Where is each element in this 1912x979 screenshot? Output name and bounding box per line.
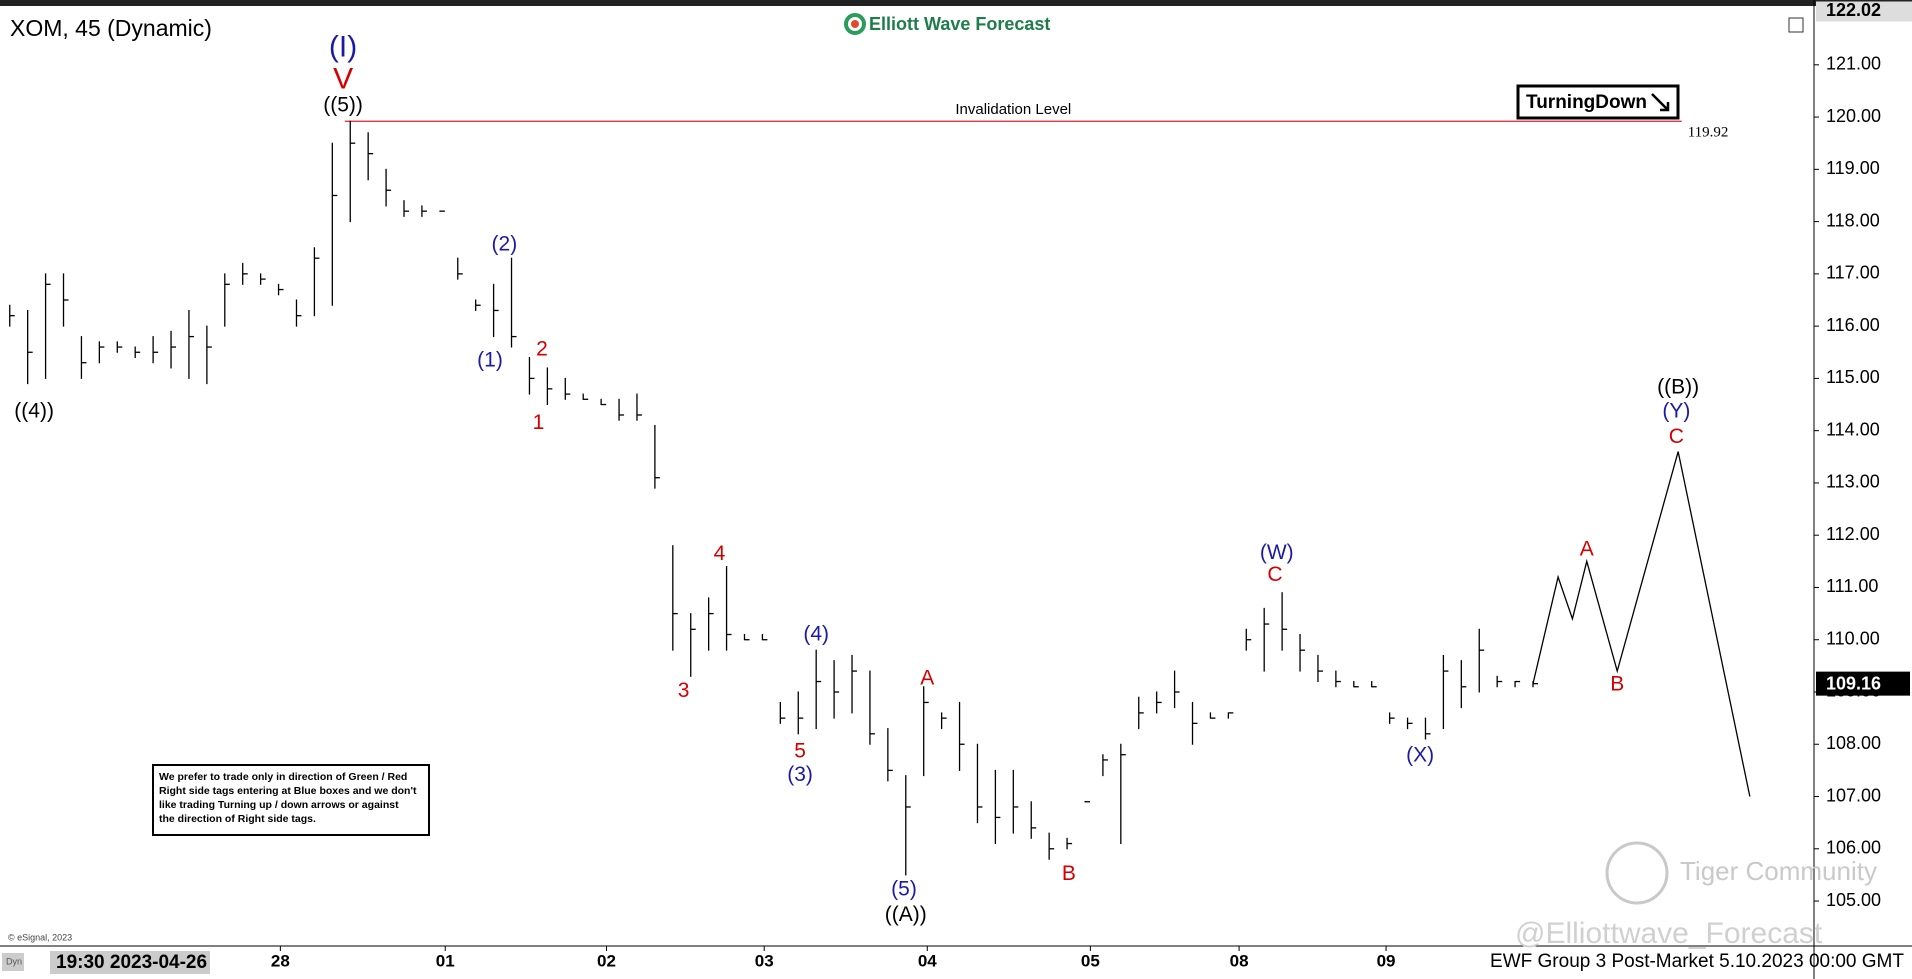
wave-label: (I) (329, 31, 357, 64)
watermark: Tiger Community (1680, 856, 1877, 886)
wave-label: A (920, 666, 934, 689)
wave-label: (3) (787, 763, 813, 786)
top-price-box (1816, 1, 1912, 22)
x-tick-label: 03 (755, 951, 774, 970)
projection-path (1532, 451, 1751, 797)
footer: EWF Group 3 Post-Market 5.10.2023 00:00 … (1490, 951, 1904, 972)
y-tick-label: 112.00 (1826, 524, 1880, 544)
invalidation-label: Invalidation Level (955, 101, 1071, 118)
x-tick-label: 28 (271, 951, 290, 970)
note-line: Right side tags entering at Blue boxes a… (159, 785, 417, 797)
wave-label: 5 (794, 740, 806, 763)
wave-label: A (1580, 537, 1594, 560)
x-tick-label: 05 (1081, 951, 1100, 970)
x-tick-label: 04 (918, 951, 937, 970)
note-box: We prefer to trade only in direction of … (152, 764, 430, 836)
wave-label: 4 (714, 542, 726, 565)
y-tick-label: 118.00 (1826, 210, 1880, 230)
invalidation-value: 119.92 (1688, 125, 1729, 141)
wave-label: C (1267, 563, 1282, 586)
wave-label: (1) (477, 349, 503, 372)
y-tick-label: 121.00 (1826, 54, 1881, 74)
y-tick-label: 119.00 (1826, 158, 1880, 178)
wave-label: C (1669, 425, 1684, 448)
y-tick-label: 107.00 (1826, 785, 1881, 805)
wave-label: (Y) (1662, 399, 1690, 422)
signal-box (1516, 84, 1680, 120)
signal-label: TurningDown (1526, 92, 1647, 113)
y-tick-label: 105.00 (1826, 890, 1881, 910)
top-price: 122.02 (1826, 0, 1881, 20)
y-tick-label: 110.00 (1826, 628, 1880, 648)
copyright: © eSignal, 2023 (8, 932, 72, 942)
x-tick-label: 01 (436, 951, 455, 970)
x-tick-label: 02 (597, 951, 616, 970)
x-tick-label: 09 (1377, 951, 1396, 970)
wave-label: ((B)) (1657, 375, 1699, 398)
mode-box (2, 953, 24, 971)
y-tick-label: 113.00 (1826, 472, 1880, 492)
wave-label: ((5)) (323, 94, 363, 117)
wave-label: (W) (1260, 541, 1294, 564)
brand-name: Elliott Wave Forecast (869, 14, 1050, 34)
last-price-box (1816, 671, 1910, 696)
wave-label: B (1610, 673, 1624, 696)
wave-label: (4) (803, 623, 829, 646)
wave-label: B (1062, 862, 1076, 885)
y-tick-label: 106.00 (1826, 838, 1881, 858)
y-tick-label: 111.00 (1826, 576, 1878, 596)
top-border (0, 0, 1912, 6)
cursor-label: 19:30 2023-04-26 (56, 952, 207, 973)
chart-title: XOM, 45 (Dynamic) (10, 15, 212, 41)
brand-logo (844, 13, 866, 35)
wave-label: ((4)) (14, 399, 54, 422)
window-icon (1788, 17, 1804, 33)
y-tick-label: 115.00 (1826, 367, 1880, 387)
y-tick-label: 116.00 (1826, 315, 1880, 335)
last-price: 109.16 (1826, 673, 1881, 693)
mode-label: Dyn (6, 956, 22, 966)
signal-arrow (1651, 93, 1670, 112)
y-tick-label: 117.00 (1826, 263, 1880, 283)
note-line: the direction of Right side tags. (159, 813, 316, 825)
watermark: @Elliottwave_Forecast (1515, 917, 1823, 950)
y-tick-label: 108.00 (1826, 733, 1881, 753)
wave-label: (X) (1406, 743, 1434, 766)
x-tick-label: 08 (1230, 951, 1249, 970)
wave-label: 2 (536, 338, 548, 361)
wave-label: V (333, 62, 353, 95)
wave-label: ((A)) (885, 903, 927, 926)
wave-label: 3 (678, 679, 690, 702)
note-line: We prefer to trade only in direction of … (159, 771, 408, 783)
brand-logo-dot (851, 20, 859, 28)
wave-label: (2) (492, 233, 518, 256)
cursor-box (50, 951, 210, 974)
watermark-logo (1605, 841, 1669, 905)
note-line: like trading Turning up / down arrows or… (159, 799, 399, 811)
y-tick-label: 114.00 (1826, 419, 1880, 439)
wave-label: (5) (891, 878, 917, 901)
y-tick-label: 120.00 (1826, 106, 1881, 126)
wave-label: 1 (533, 411, 545, 434)
